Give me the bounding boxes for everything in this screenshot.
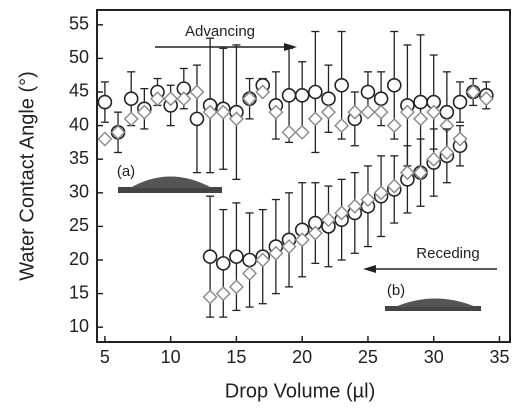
data-point	[360, 84, 376, 100]
data-point	[426, 151, 442, 167]
data-point	[294, 124, 310, 140]
x-axis-label: Drop Volume (µl)	[225, 380, 375, 402]
data-point	[215, 256, 231, 271]
y-tick-label: 45	[69, 81, 89, 101]
y-tick-label: 55	[69, 14, 89, 34]
x-tick-label: 5	[100, 347, 110, 367]
data-point	[176, 91, 192, 107]
data-point	[321, 104, 336, 120]
data-point	[281, 124, 297, 140]
data-point	[242, 265, 258, 281]
annotation: Receding	[416, 245, 479, 262]
arrow-head	[363, 265, 376, 273]
data-point	[97, 94, 113, 110]
annotation: (b)	[387, 282, 405, 299]
data-point	[465, 84, 481, 100]
data-point	[202, 249, 218, 264]
data-point	[386, 178, 402, 194]
data-point	[373, 185, 389, 201]
data-point	[255, 252, 271, 268]
x-tick-label: 10	[161, 347, 181, 367]
data-point	[136, 104, 152, 120]
x-tick-label: 15	[226, 347, 246, 367]
data-point	[163, 91, 179, 107]
data-point	[413, 94, 428, 110]
x-tick-label: 30	[424, 347, 444, 367]
y-tick-label: 15	[69, 282, 89, 302]
data-point	[360, 104, 376, 120]
data-point	[255, 84, 271, 100]
y-tick-label: 50	[69, 47, 89, 67]
data-point	[281, 239, 297, 255]
data-point	[242, 252, 257, 268]
data-point	[413, 165, 429, 181]
data-point	[334, 205, 350, 221]
data-point	[215, 104, 231, 120]
data-point	[373, 91, 389, 107]
data-point	[347, 104, 363, 120]
data-point	[439, 104, 455, 120]
data-point	[347, 198, 363, 214]
data-point	[123, 91, 139, 107]
annotation: (a)	[117, 163, 135, 180]
annotation: Advancing	[185, 23, 255, 40]
data-point	[294, 88, 310, 103]
data-point	[189, 84, 205, 100]
y-tick-label: 10	[69, 316, 89, 336]
y-tick-label: 30	[69, 182, 89, 202]
y-tick-label: 35	[69, 148, 89, 168]
data-point	[386, 118, 402, 134]
data-point	[202, 104, 218, 120]
plot-frame	[96, 9, 511, 343]
substrate	[118, 187, 222, 193]
data-point	[413, 111, 429, 127]
data-point	[229, 249, 244, 264]
substrate	[385, 306, 481, 311]
y-axis-label: Water Contact Angle (°)	[16, 71, 38, 281]
data-point	[202, 289, 218, 305]
data-point	[189, 111, 205, 127]
data-point	[123, 111, 139, 127]
data-point	[228, 279, 244, 295]
x-tick-label: 35	[489, 347, 509, 367]
droplet	[395, 298, 476, 307]
data-point	[452, 94, 468, 110]
data-point	[307, 111, 323, 127]
data-point	[399, 104, 415, 120]
data-point	[268, 104, 284, 120]
data-point	[228, 111, 244, 127]
data-point	[308, 84, 323, 100]
data-point	[386, 77, 402, 93]
data-point	[399, 165, 415, 181]
data-point	[452, 131, 468, 147]
data-point	[281, 88, 297, 103]
data-point	[373, 104, 389, 120]
y-tick-label: 20	[69, 249, 89, 269]
data-point	[215, 286, 231, 302]
data-point	[321, 212, 336, 228]
data-point	[439, 144, 455, 160]
x-tick-label: 25	[358, 347, 378, 367]
data-point	[360, 192, 376, 208]
data-point	[294, 232, 310, 248]
data-point	[426, 104, 442, 120]
data-point	[150, 91, 165, 107]
y-tick-label: 25	[69, 215, 89, 235]
data-point	[307, 225, 323, 241]
y-tick-label: 40	[69, 114, 89, 134]
data-point	[242, 91, 258, 107]
data-point	[478, 91, 494, 107]
arrow-head	[284, 43, 297, 51]
droplet	[130, 176, 212, 188]
data-point	[110, 124, 126, 140]
data-point	[321, 91, 336, 107]
data-point	[268, 245, 284, 261]
data-point	[334, 77, 349, 93]
data-point	[334, 118, 350, 134]
data-point	[97, 131, 113, 147]
x-tick-label: 20	[292, 347, 312, 367]
